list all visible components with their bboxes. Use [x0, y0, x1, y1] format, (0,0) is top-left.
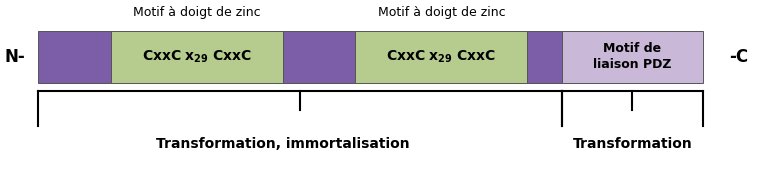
- Text: $\mathbf{CxxC\ x_{29}\ CxxC}$: $\mathbf{CxxC\ x_{29}\ CxxC}$: [142, 49, 251, 65]
- Text: Transformation, immortalisation: Transformation, immortalisation: [156, 137, 410, 152]
- FancyBboxPatch shape: [562, 31, 703, 83]
- Text: Motif de
liaison PDZ: Motif de liaison PDZ: [593, 42, 672, 71]
- FancyBboxPatch shape: [283, 31, 355, 83]
- Text: Transformation: Transformation: [573, 137, 692, 152]
- Text: Motif à doigt de zinc: Motif à doigt de zinc: [133, 6, 261, 19]
- FancyBboxPatch shape: [355, 31, 527, 83]
- Text: Motif à doigt de zinc: Motif à doigt de zinc: [377, 6, 506, 19]
- Text: -C: -C: [730, 48, 749, 66]
- FancyBboxPatch shape: [111, 31, 283, 83]
- FancyBboxPatch shape: [38, 31, 111, 83]
- FancyBboxPatch shape: [527, 31, 562, 83]
- Text: $\mathbf{CxxC\ x_{29}\ CxxC}$: $\mathbf{CxxC\ x_{29}\ CxxC}$: [387, 49, 496, 65]
- Text: N-: N-: [5, 48, 25, 66]
